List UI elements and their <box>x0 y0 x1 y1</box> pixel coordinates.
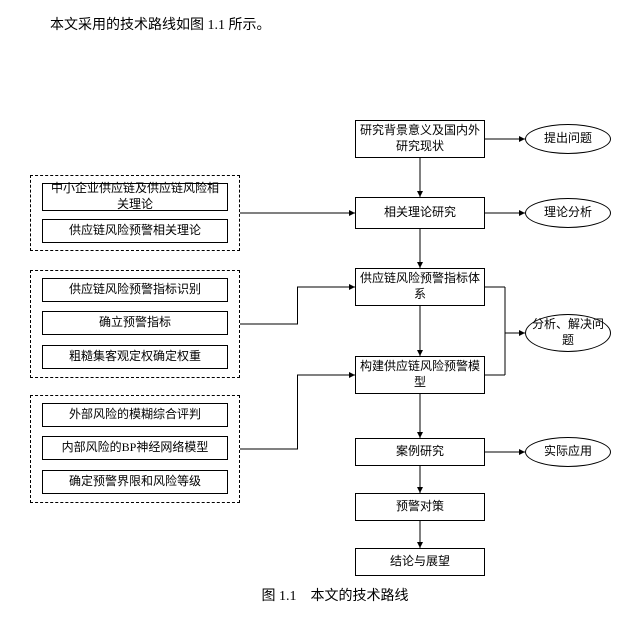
flowchart-canvas: 本文采用的技术路线如图 1.1 所示。 中小企业供应链及供应链风险相关理论 供应… <box>0 0 640 618</box>
left-box-8: 确定预警界限和风险等级 <box>42 470 228 494</box>
ellipse-theory: 理论分析 <box>525 198 611 228</box>
left-box-2: 供应链风险预警相关理论 <box>42 219 228 243</box>
ellipse-solve: 分析、解决问题 <box>525 314 611 352</box>
center-box-2: 相关理论研究 <box>355 197 485 229</box>
center-box-4: 构建供应链风险预警模型 <box>355 356 485 394</box>
center-box-5: 案例研究 <box>355 438 485 466</box>
left-box-5: 粗糙集客观定权确定权重 <box>42 345 228 369</box>
intro-text: 本文采用的技术路线如图 1.1 所示。 <box>50 14 271 34</box>
left-box-1: 中小企业供应链及供应链风险相关理论 <box>42 183 228 211</box>
left-box-4: 确立预警指标 <box>42 311 228 335</box>
left-box-6: 外部风险的模糊综合评判 <box>42 403 228 427</box>
ellipse-problem: 提出问题 <box>525 124 611 154</box>
figure-caption: 图 1.1 本文的技术路线 <box>235 585 435 605</box>
center-box-3: 供应链风险预警指标体系 <box>355 268 485 306</box>
center-box-7: 结论与展望 <box>355 548 485 576</box>
center-box-6: 预警对策 <box>355 493 485 521</box>
left-box-3: 供应链风险预警指标识别 <box>42 278 228 302</box>
left-box-7: 内部风险的BP神经网络模型 <box>42 436 228 460</box>
center-box-1: 研究背景意义及国内外研究现状 <box>355 120 485 158</box>
ellipse-apply: 实际应用 <box>525 437 611 467</box>
